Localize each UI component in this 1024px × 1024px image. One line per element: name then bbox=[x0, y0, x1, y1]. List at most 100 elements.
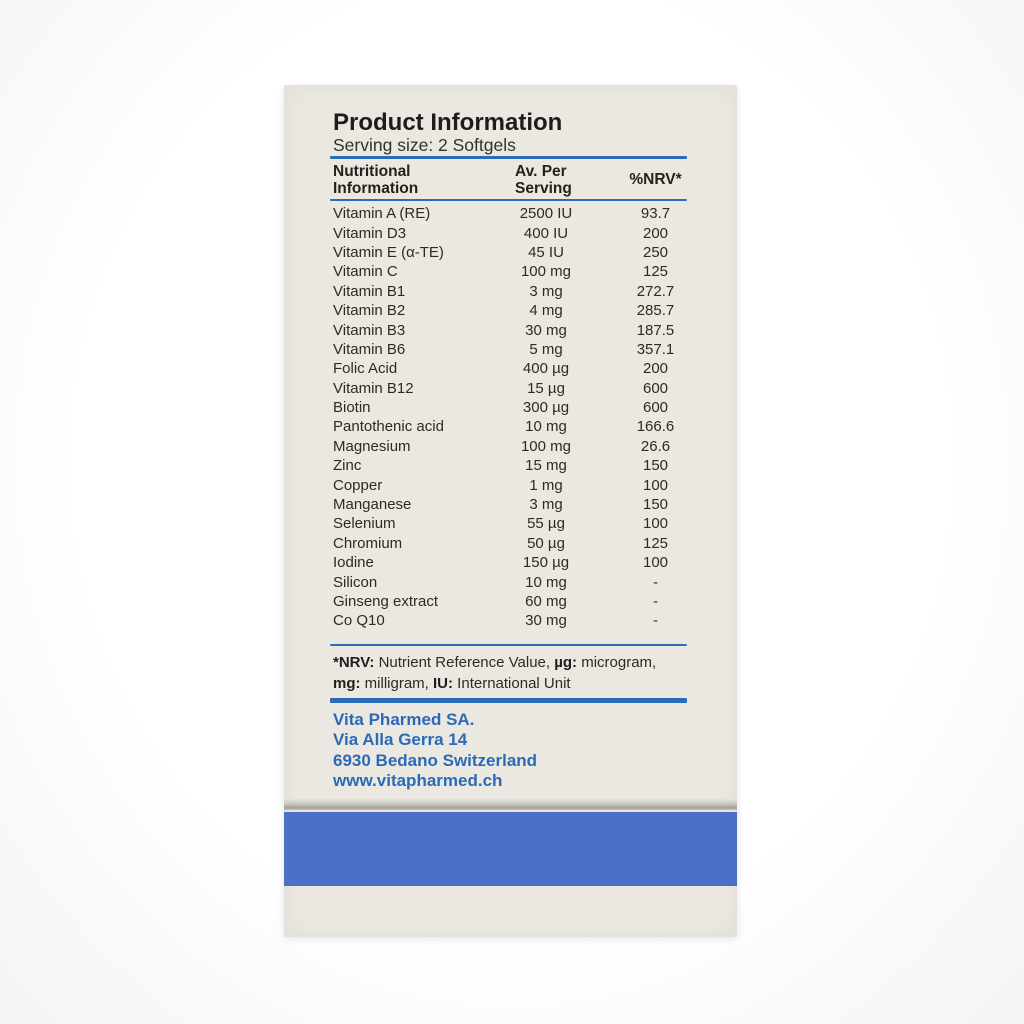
nrv-percent: 125 bbox=[642, 534, 669, 552]
label-content: Product Information Serving size: 2 Soft… bbox=[330, 85, 687, 792]
table-row: Manganese 3 mg 150 bbox=[330, 495, 687, 514]
company-address: Vita Pharmed SA. Via Alla Gerra 14 6930 Be… bbox=[333, 710, 687, 792]
footnote-segment: *NRV: bbox=[333, 653, 375, 671]
nutrient-name: Manganese bbox=[333, 496, 412, 514]
nutrient-name: Vitamin B6 bbox=[333, 340, 406, 358]
nrv-percent: 285.7 bbox=[636, 302, 675, 320]
nutrient-name: Co Q10 bbox=[333, 612, 385, 630]
company-website: www.vitapharmed.ch bbox=[333, 771, 503, 791]
col-header-nrv: %NRV* bbox=[629, 171, 682, 188]
nutrient-name: Vitamin B2 bbox=[333, 302, 406, 320]
footnote-segment: International Unit bbox=[453, 675, 571, 693]
table-row: Vitamin B1 3 mg 272.7 bbox=[330, 282, 687, 301]
table-row: Vitamin E (α-TE) 45 IU 250 bbox=[330, 243, 687, 262]
amount-per-serving: 400 µg bbox=[522, 360, 570, 378]
table-row: Vitamin B2 4 mg 285.7 bbox=[330, 301, 687, 320]
table-row: Vitamin B3 30 mg 187.5 bbox=[330, 320, 687, 339]
amount-per-serving: 50 µg bbox=[527, 534, 565, 552]
nrv-percent: 100 bbox=[642, 515, 669, 533]
nutrient-name: Copper bbox=[333, 476, 383, 494]
nutrient-name: Vitamin E (α-TE) bbox=[333, 243, 444, 261]
amount-per-serving: 10 mg bbox=[525, 573, 567, 591]
amount-per-serving: 2500 IU bbox=[519, 205, 573, 223]
nrv-percent: - bbox=[653, 612, 658, 630]
footnote-segment: mg: bbox=[333, 675, 361, 693]
nutrient-name: Vitamin B1 bbox=[333, 282, 406, 300]
footnote: *NRV: Nutrient Reference Value, µg: micr… bbox=[333, 652, 687, 695]
amount-per-serving: 15 mg bbox=[525, 457, 567, 475]
amount-per-serving: 3 mg bbox=[529, 496, 563, 514]
package-back-panel: Product Information Serving size: 2 Soft… bbox=[284, 85, 737, 937]
col-header-av-per-serving: Av. Per Serving bbox=[480, 163, 612, 197]
amount-per-serving: 15 µg bbox=[527, 379, 565, 397]
nrv-percent: 150 bbox=[642, 457, 669, 475]
amount-per-serving: 300 µg bbox=[522, 399, 570, 417]
nrv-percent: 125 bbox=[642, 263, 669, 281]
amount-per-serving: 10 mg bbox=[525, 418, 567, 436]
company-address-line: Vita Pharmed SA. bbox=[333, 709, 475, 729]
table-row: Vitamin D3 400 IU 200 bbox=[330, 223, 687, 242]
amount-per-serving: 5 mg bbox=[529, 340, 563, 358]
fold-crease bbox=[284, 799, 737, 810]
nrv-percent: 26.6 bbox=[640, 437, 671, 455]
amount-per-serving: 3 mg bbox=[529, 282, 563, 300]
table-row: Ginseng extract 60 mg - bbox=[330, 592, 687, 611]
table-row: Chromium 50 µg 125 bbox=[330, 534, 687, 553]
nrv-percent: - bbox=[653, 593, 658, 610]
table-row: Copper 1 mg 100 bbox=[330, 475, 687, 494]
nutrient-name: Silicon bbox=[333, 573, 378, 591]
nutrient-name: Vitamin D3 bbox=[333, 224, 407, 242]
nrv-percent: 600 bbox=[642, 399, 669, 417]
footnote-segment: milligram, bbox=[360, 675, 434, 693]
col-header-av-per-serving-label: Av. Per Serving bbox=[515, 162, 572, 197]
nrv-percent: 100 bbox=[642, 554, 669, 572]
amount-per-serving: 1 mg bbox=[529, 476, 563, 494]
table-row: Folic Acid 400 µg 200 bbox=[330, 359, 687, 378]
nutrient-name: Zinc bbox=[333, 457, 362, 475]
table-row: Selenium 55 µg 100 bbox=[330, 514, 687, 533]
table-header-row: Nutritional Information Av. Per Serving … bbox=[330, 163, 687, 197]
nrv-percent: 200 bbox=[642, 360, 669, 378]
nutrient-name: Vitamin A (RE) bbox=[333, 205, 431, 223]
table-row: Vitamin C 100 mg 125 bbox=[330, 262, 687, 281]
amount-per-serving: 150 µg bbox=[522, 554, 570, 572]
nrv-percent: - bbox=[653, 573, 658, 591]
nutrient-name: Selenium bbox=[333, 515, 396, 533]
amount-per-serving: 100 mg bbox=[520, 437, 572, 455]
divider-company bbox=[330, 697, 687, 703]
nutrient-name: Pantothenic acid bbox=[333, 418, 444, 436]
table-row: Vitamin A (RE) 2500 IU 93.7 bbox=[330, 204, 687, 223]
table-row: Iodine 150 µg 100 bbox=[330, 553, 687, 572]
brand-blue-band bbox=[284, 812, 737, 886]
nutrient-name: Vitamin B3 bbox=[333, 321, 406, 339]
nutrient-name: Ginseng extract bbox=[333, 593, 439, 610]
footnote-segment: microgram, bbox=[577, 653, 657, 671]
nrv-percent: 600 bbox=[642, 379, 669, 397]
table-row: Vitamin B12 15 µg 600 bbox=[330, 379, 687, 398]
divider-header bbox=[330, 198, 687, 201]
divider-footnote bbox=[330, 643, 687, 646]
amount-per-serving: 400 IU bbox=[523, 224, 569, 242]
nutrient-name: Magnesium bbox=[333, 437, 411, 455]
nutrient-name: Chromium bbox=[333, 534, 403, 552]
nutrition-table: Vitamin A (RE) 2500 IU 93.7 Vitamin D3 400 I… bbox=[330, 204, 687, 631]
col-header-nutritional-information: Nutritional Information bbox=[333, 162, 419, 197]
page-title: Product Information bbox=[333, 109, 563, 136]
footnote-segment: µg: bbox=[554, 653, 578, 671]
nrv-percent: 200 bbox=[642, 224, 669, 242]
serving-size: Serving size: 2 Softgels bbox=[333, 135, 516, 155]
footnote-line: mg: milligram, IU: International Unit bbox=[333, 673, 687, 695]
table-row: Vitamin B6 5 mg 357.1 bbox=[330, 340, 687, 359]
nrv-percent: 272.7 bbox=[636, 282, 675, 300]
company-address-line: 6930 Bedano Switzerland bbox=[333, 750, 538, 770]
nrv-percent: 93.7 bbox=[640, 205, 671, 223]
nrv-percent: 187.5 bbox=[636, 321, 675, 339]
amount-per-serving: 30 mg bbox=[525, 321, 567, 339]
table-row: Co Q10 30 mg - bbox=[330, 611, 687, 630]
nutrient-name: Iodine bbox=[333, 554, 374, 572]
nutrient-name: Vitamin C bbox=[333, 263, 398, 281]
table-row: Silicon 10 mg - bbox=[330, 572, 687, 591]
nrv-percent: 166.6 bbox=[636, 418, 675, 436]
amount-per-serving: 55 µg bbox=[527, 515, 565, 533]
